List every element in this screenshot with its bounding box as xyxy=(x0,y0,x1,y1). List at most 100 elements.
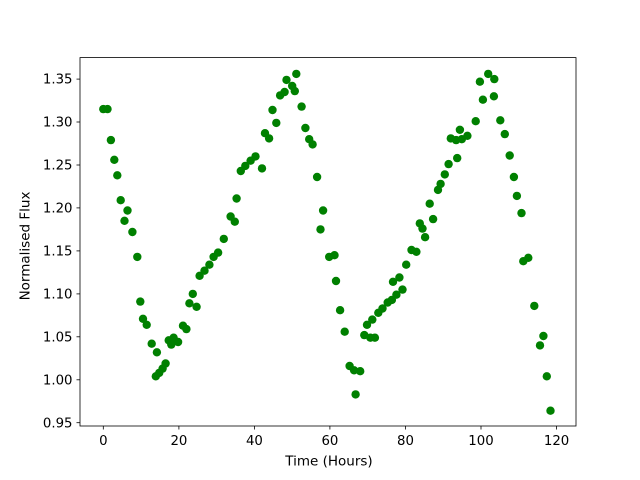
data-point xyxy=(453,153,462,163)
data-point xyxy=(436,179,445,189)
data-point xyxy=(292,69,301,79)
data-point xyxy=(272,118,281,128)
data-point xyxy=(106,135,116,145)
data-point xyxy=(113,171,122,180)
data-point xyxy=(173,337,183,347)
data-point xyxy=(444,159,453,169)
axes-frame xyxy=(79,57,577,427)
data-point xyxy=(402,260,411,269)
x-tick-label: 120 xyxy=(544,434,569,449)
data-point xyxy=(123,206,132,215)
data-point xyxy=(517,208,526,218)
data-point xyxy=(370,333,380,342)
data-point xyxy=(251,152,260,161)
data-point xyxy=(147,339,156,348)
data-point xyxy=(308,140,317,149)
data-point xyxy=(188,289,197,299)
data-point xyxy=(257,164,267,173)
data-point xyxy=(120,216,129,225)
y-tick-label: 1.35 xyxy=(43,73,73,88)
data-point xyxy=(496,116,505,125)
data-point xyxy=(489,92,499,101)
data-point xyxy=(412,247,421,256)
data-point xyxy=(440,170,449,179)
data-point xyxy=(505,151,514,160)
data-point xyxy=(330,251,339,260)
data-point xyxy=(280,87,289,97)
data-point xyxy=(282,75,291,85)
data-point xyxy=(241,161,250,171)
data-point xyxy=(264,134,274,143)
data-point xyxy=(110,155,119,164)
x-tick-label: 100 xyxy=(468,434,493,449)
x-tick-label: 0 xyxy=(99,434,107,449)
data-point xyxy=(428,214,438,224)
data-point xyxy=(200,266,209,275)
data-point xyxy=(116,196,125,205)
data-point xyxy=(535,341,545,350)
data-point xyxy=(192,302,201,311)
data-point xyxy=(500,129,509,139)
data-point xyxy=(230,217,239,226)
y-axis-label: Normalised Flux xyxy=(17,191,34,301)
data-point xyxy=(388,277,398,286)
data-point xyxy=(351,390,360,399)
data-point xyxy=(509,172,519,182)
data-point xyxy=(331,276,341,286)
data-point xyxy=(312,172,322,182)
data-point xyxy=(142,320,151,329)
data-point xyxy=(471,117,480,126)
data-point xyxy=(455,125,465,134)
y-tick-label: 1.30 xyxy=(43,116,73,131)
data-point xyxy=(205,260,214,269)
data-point xyxy=(138,314,148,323)
x-tick-label: 80 xyxy=(397,434,414,449)
data-point xyxy=(539,331,548,341)
data-point xyxy=(524,253,533,262)
data-point xyxy=(484,69,493,79)
data-point xyxy=(290,86,299,96)
data-point xyxy=(301,123,310,133)
data-point xyxy=(368,315,377,324)
data-point xyxy=(546,406,555,415)
data-point xyxy=(398,285,407,294)
data-point xyxy=(340,327,349,336)
data-point xyxy=(213,248,223,257)
data-point xyxy=(463,131,472,140)
data-point xyxy=(167,340,176,349)
data-point xyxy=(475,77,485,86)
x-tick-label: 60 xyxy=(321,434,338,449)
data-point xyxy=(128,227,137,237)
x-tick-label: 40 xyxy=(246,434,263,449)
data-point xyxy=(478,95,488,104)
data-point xyxy=(530,301,539,311)
data-point xyxy=(362,320,372,329)
data-point xyxy=(316,225,325,234)
data-point xyxy=(395,273,404,282)
data-point xyxy=(425,199,434,208)
x-axis-label: Time (Hours) xyxy=(285,453,373,470)
y-tick-label: 1.00 xyxy=(43,373,73,388)
data-point xyxy=(268,105,277,115)
data-point xyxy=(512,191,522,201)
data-point xyxy=(103,104,112,114)
data-point xyxy=(490,74,499,84)
data-point xyxy=(161,359,170,368)
data-point xyxy=(418,224,427,233)
y-tick-label: 0.95 xyxy=(43,416,73,431)
data-point xyxy=(133,252,142,262)
data-point xyxy=(219,234,228,244)
y-tick-label: 1.10 xyxy=(43,288,73,303)
data-point xyxy=(232,194,241,203)
data-point xyxy=(356,367,365,376)
data-point xyxy=(318,206,328,215)
data-point xyxy=(542,372,551,381)
data-point xyxy=(136,297,145,306)
y-tick-label: 1.05 xyxy=(43,330,73,345)
data-point xyxy=(420,233,430,242)
data-point xyxy=(378,304,387,313)
data-point xyxy=(185,299,194,308)
data-point xyxy=(392,290,401,299)
